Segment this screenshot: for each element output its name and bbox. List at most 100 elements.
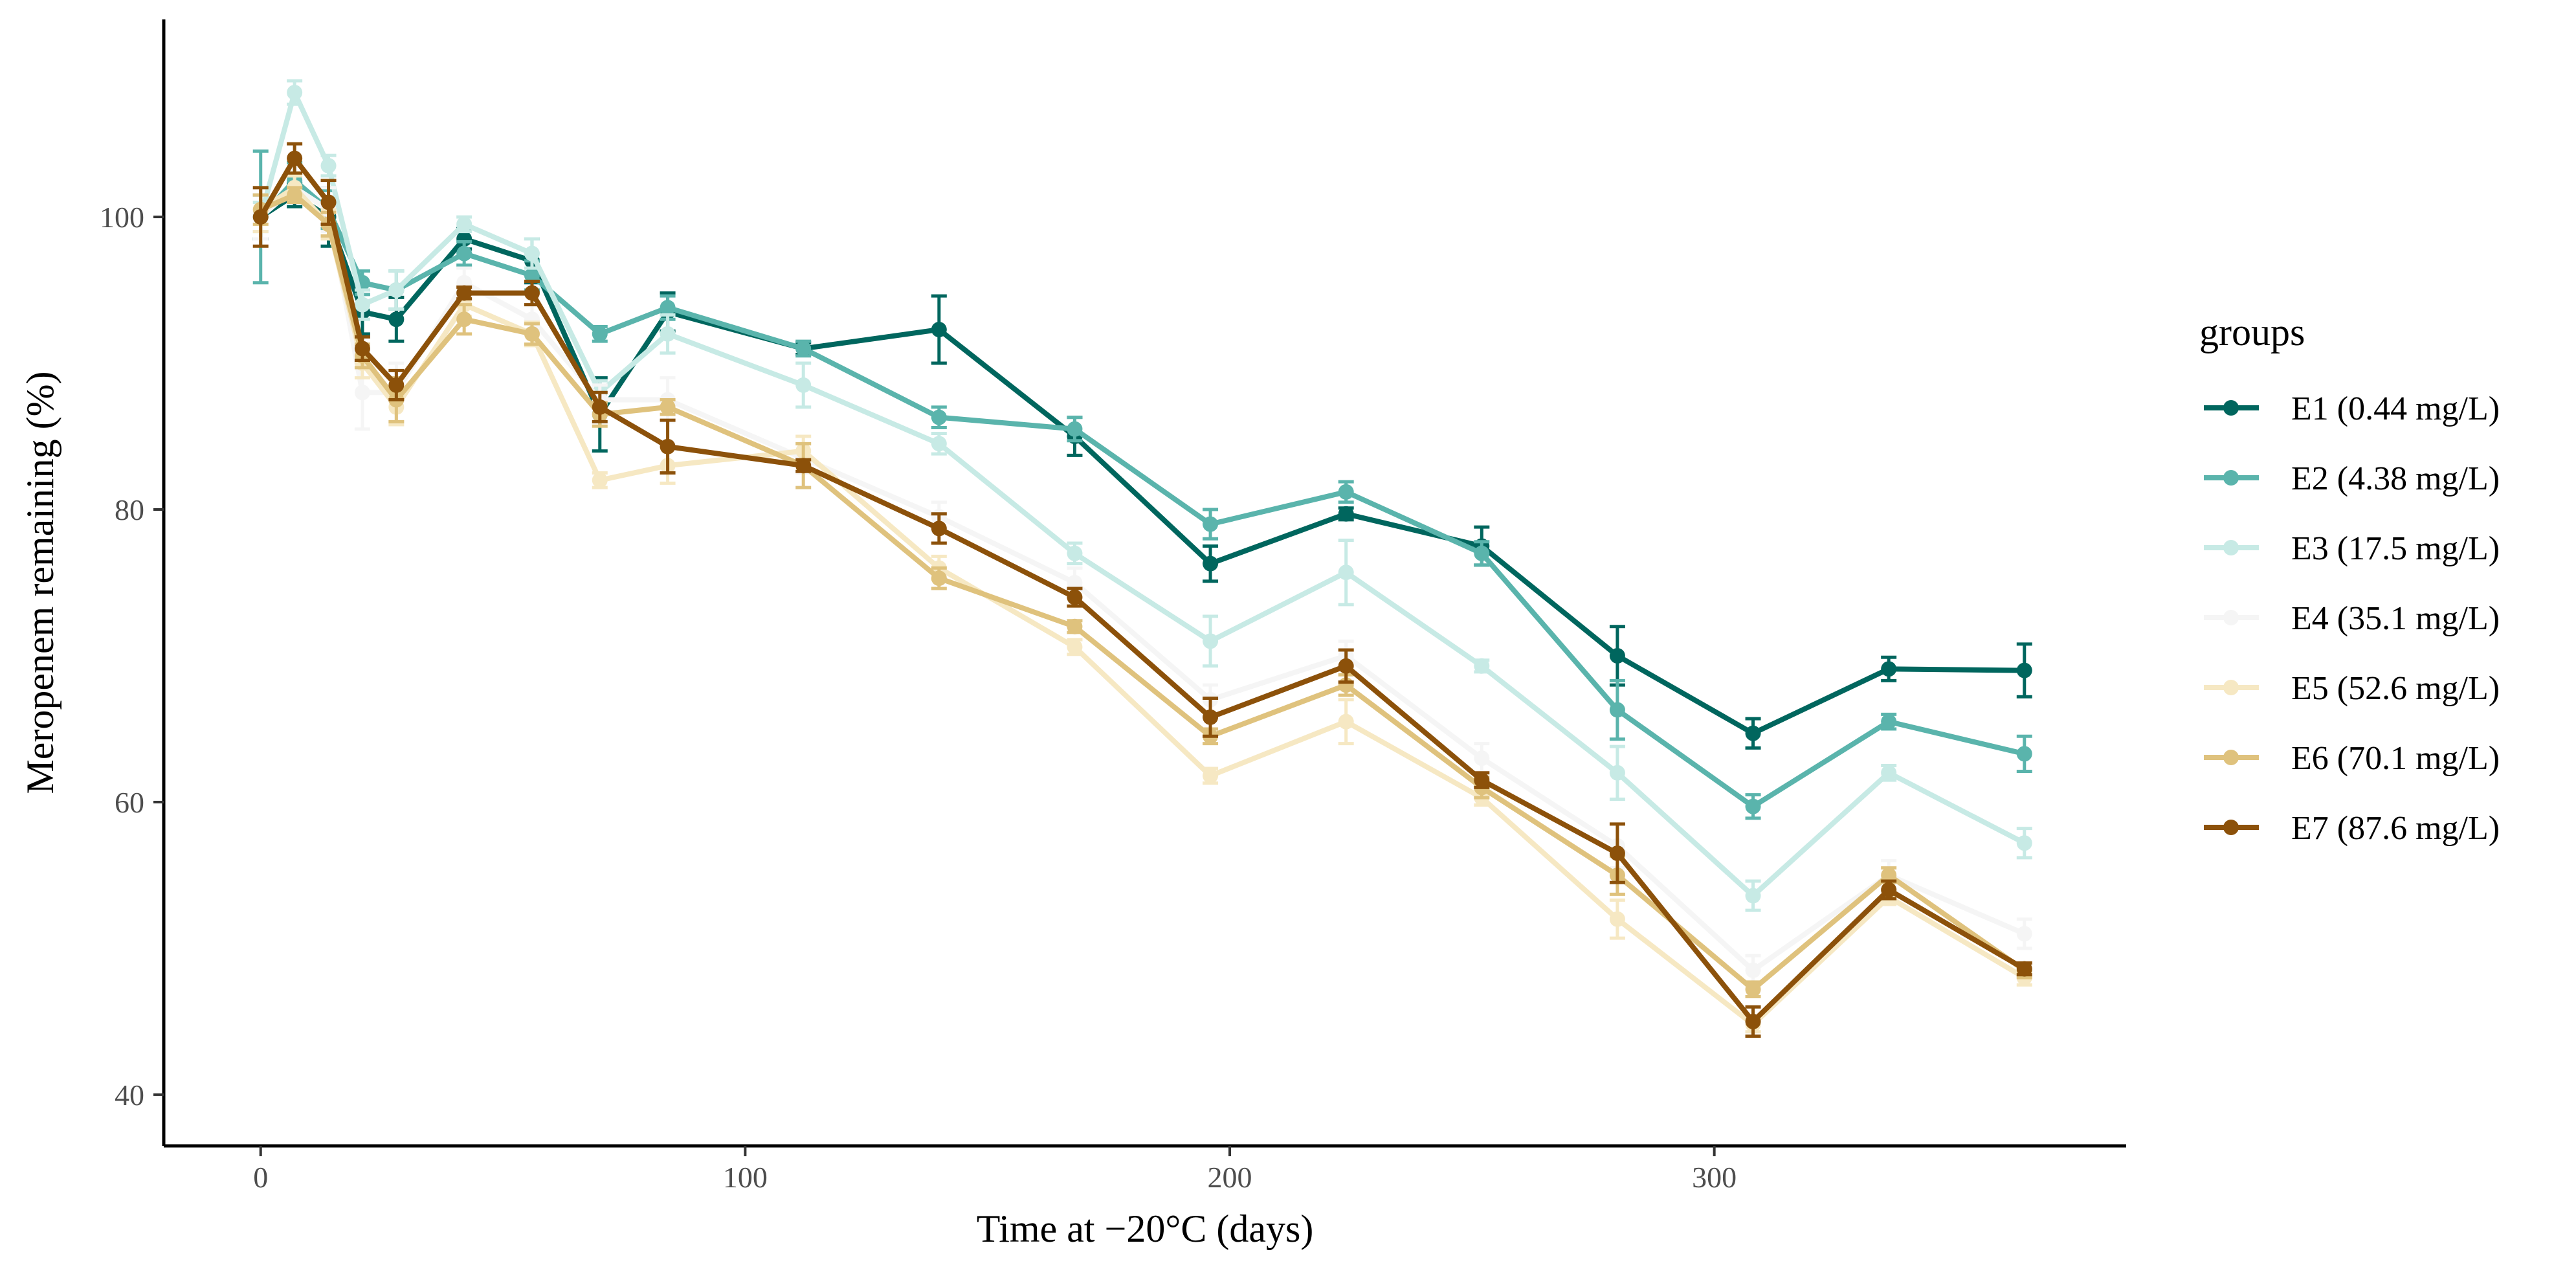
data-point [524, 245, 540, 262]
legend-title: groups [2199, 311, 2305, 353]
legend-key-point [2223, 540, 2239, 555]
legend-item-6: E6 (70.1 mg/L) [2204, 740, 2500, 777]
legend-label: E5 (52.6 mg/L) [2291, 670, 2500, 707]
data-point [388, 377, 405, 393]
data-point [1067, 421, 1083, 437]
data-point [252, 209, 269, 225]
data-point [1338, 484, 1354, 500]
x-tick-label: 0 [253, 1161, 268, 1194]
data-point [592, 472, 608, 488]
legend-item-1: E1 (0.44 mg/L) [2204, 390, 2500, 427]
data-point [1881, 765, 1897, 781]
series-layer [252, 79, 2032, 1038]
data-point [795, 377, 812, 393]
data-point [1881, 661, 1897, 677]
legend-key-point [2223, 610, 2239, 625]
data-point [524, 326, 540, 342]
series-6 [252, 186, 2032, 999]
data-point [456, 311, 472, 328]
data-point [456, 245, 472, 262]
data-point [1609, 702, 1625, 718]
data-point [931, 409, 947, 425]
legend-item-3: E3 (17.5 mg/L) [2204, 530, 2500, 567]
data-point [1203, 555, 1219, 572]
data-point [2016, 961, 2032, 977]
data-point [1881, 867, 1897, 883]
data-point [1338, 658, 1354, 674]
data-point [1609, 765, 1625, 781]
data-point [287, 84, 303, 100]
data-point [1067, 589, 1083, 605]
data-point [1609, 647, 1625, 664]
legend-label: E1 (0.44 mg/L) [2291, 390, 2500, 427]
series-5 [252, 174, 2032, 1034]
data-point [2016, 926, 2032, 942]
data-point [931, 322, 947, 338]
axes [162, 19, 2126, 1148]
data-point [1338, 713, 1354, 730]
legend-label: E4 (35.1 mg/L) [2291, 600, 2500, 637]
legend-key-point [2223, 470, 2239, 486]
data-point [1474, 658, 1490, 674]
data-point [1203, 768, 1219, 784]
legend-label: E7 (87.6 mg/L) [2291, 810, 2500, 847]
data-point [1745, 962, 1761, 978]
data-point [795, 341, 812, 357]
legend-label: E2 (4.38 mg/L) [2291, 460, 2500, 497]
x-tick-label: 200 [1208, 1161, 1252, 1194]
legend-item-5: E5 (52.6 mg/L) [2204, 670, 2500, 707]
data-point [2016, 835, 2032, 851]
legend-key-point [2223, 820, 2239, 835]
data-point [1745, 981, 1761, 998]
data-point [660, 399, 676, 415]
x-tick-label: 100 [723, 1161, 768, 1194]
legend-key-point [2223, 750, 2239, 765]
data-point [354, 385, 370, 401]
series-2 [252, 149, 2032, 820]
data-point [524, 267, 540, 284]
legend-item-7: E7 (87.6 mg/L) [2204, 810, 2500, 847]
data-point [1474, 545, 1490, 561]
data-point [456, 285, 472, 301]
legend-label: E3 (17.5 mg/L) [2291, 530, 2500, 567]
y-tick-label: 100 [100, 201, 144, 234]
data-point [1609, 845, 1625, 862]
y-tick-label: 60 [115, 786, 144, 819]
data-point [456, 216, 472, 232]
data-point [320, 157, 337, 173]
data-point [1067, 618, 1083, 634]
data-point [388, 282, 405, 298]
x-axis-title: Time at −20°C (days) [977, 1207, 1314, 1250]
data-point [795, 458, 812, 474]
data-point [1203, 709, 1219, 725]
legend-key-point [2223, 400, 2239, 416]
y-tick-label: 40 [115, 1079, 144, 1112]
data-point [1067, 639, 1083, 655]
legend-label: E6 (70.1 mg/L) [2291, 740, 2500, 777]
data-point [1881, 882, 1897, 898]
y-tick-label: 80 [115, 493, 144, 526]
data-point [1067, 575, 1083, 590]
legend-item-2: E2 (4.38 mg/L) [2204, 460, 2500, 497]
data-point [354, 341, 370, 357]
data-point [931, 436, 947, 452]
data-point [931, 570, 947, 587]
data-point [1338, 565, 1354, 581]
data-point [1474, 772, 1490, 789]
data-point [2016, 746, 2032, 762]
data-point [1881, 713, 1897, 730]
data-point [287, 187, 303, 203]
data-point [660, 300, 676, 316]
data-point [1745, 1013, 1761, 1029]
data-point [524, 285, 540, 301]
data-point [660, 438, 676, 454]
data-point [287, 150, 303, 166]
data-point [1203, 633, 1219, 649]
data-point [592, 326, 608, 342]
data-point [354, 297, 370, 313]
data-point [1745, 725, 1761, 741]
series-7 [252, 142, 2032, 1038]
data-point [1338, 506, 1354, 522]
data-point [320, 194, 337, 210]
